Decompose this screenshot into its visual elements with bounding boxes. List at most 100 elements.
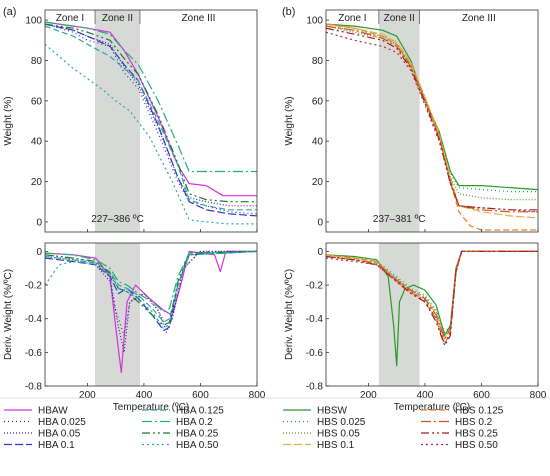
series-line [326,23,538,231]
series-line [326,25,538,213]
band-label: 237–381 ºC [373,214,426,225]
series-group [45,21,257,225]
y-tick-label: 0 [36,247,42,258]
series-line [326,250,538,345]
y-tick-label: -0.6 [25,348,43,359]
series-line [326,23,538,191]
legend-label: HBS 0.05 [317,429,360,440]
plot-frame [325,242,539,387]
x-axis-label: Temperature (ºC) [113,402,189,413]
legend-label: HBA 0.25 [176,429,219,440]
series-line [45,23,257,207]
legend-label: HBS 0.25 [455,429,498,440]
legend-label: HBS 0.1 [317,440,355,451]
y-tick-label: 20 [31,177,43,188]
temperature-band [378,10,420,232]
band-label: 227–386 ºC [91,214,144,225]
zone-label: Zone I [338,13,366,24]
y-tick-label: -0.6 [306,348,324,359]
x-tick-label: 600 [192,390,209,401]
x-tick-label: 400 [417,390,434,401]
legend-label: HBS 0.125 [455,406,504,417]
x-tick-label: 400 [136,390,153,401]
zone-label: Zone II [102,13,133,24]
series-line [45,250,257,323]
series-line [326,250,538,340]
y-tick-label: 60 [312,96,324,107]
series-line [45,21,257,173]
y-axis-label: Deriv. Weight (%/ºC) [284,269,295,360]
y-tick-label: -0.8 [25,382,43,393]
panel-label-a: (a) [3,6,16,18]
panel-label-b: (b) [282,6,295,18]
x-axis-label: Temperature (ºC) [394,402,470,413]
y-tick-label: 20 [312,177,324,188]
y-tick-label: 60 [31,96,43,107]
y-tick-label: 100 [306,16,323,27]
charts-layer: Zone I Zone II Zone III 227–386 ºC 0 20 40 60 80… [3,9,547,413]
y-tick-label: -0.4 [25,314,43,325]
legend-label: HBA 0.025 [38,417,86,428]
x-tick-label: 200 [79,390,96,401]
series-line [45,23,257,215]
series-group [45,250,257,374]
series-line [326,250,538,333]
y-tick-label: 40 [31,137,43,148]
y-tick-label: -0.8 [306,382,324,393]
zone-label: Zone II [384,13,415,24]
series-line [45,250,257,326]
series-line [45,25,257,211]
y-tick-label: 40 [312,137,324,148]
y-axis-label: Weight (%) [3,96,14,145]
zone-label: Zone III [462,13,496,24]
series-line [326,250,538,337]
series-line [45,23,257,217]
series-group [326,23,538,231]
y-tick-label: 100 [25,16,42,27]
series-group [326,250,538,367]
series-line [326,250,538,347]
zone-label: Zone III [182,13,216,24]
zone-label: Zone I [56,13,84,24]
chart-panel-2: -0.8 -0.6 -0.4 -0.2 0 200 400 600 800 Temperature… [3,242,266,413]
series-line [326,31,538,213]
series-line [45,23,257,203]
chart-panel-0: Zone I Zone II Zone III 227–386 ºC 0 20 40 60 80… [3,9,258,233]
x-tick-label: 800 [530,390,547,401]
legend-label: HBS 0.025 [317,417,366,428]
series-line [326,250,538,340]
y-axis-label: Deriv. Weight (%/ºC) [3,269,14,360]
chart-panel-1: Zone I Zone II Zone III 237–381 ºC 0 20 40 60 80… [284,9,539,233]
series-line [326,250,538,345]
legend-label: HBA 0.05 [38,429,81,440]
legend-label: HBA 0.1 [38,440,75,451]
y-tick-label: 0 [317,217,323,228]
y-tick-label: 0 [317,247,323,258]
legend-label: HBA 0.2 [176,417,213,428]
chart-panel-3: -0.8 -0.6 -0.4 -0.2 0 200 400 600 800 Temperature… [284,242,547,413]
series-line [45,250,257,337]
x-tick-label: 200 [360,390,377,401]
series-line [45,250,257,353]
y-tick-label: -0.2 [306,281,324,292]
series-line [45,43,257,225]
y-tick-label: 80 [31,56,43,67]
y-tick-label: -0.2 [25,281,43,292]
series-line [326,25,538,193]
x-tick-label: 600 [473,390,490,401]
plot-frame [44,242,258,387]
y-tick-label: -0.4 [306,314,324,325]
y-tick-label: 80 [312,56,324,67]
legend-label: HBS 0.50 [455,440,498,451]
series-line [45,250,257,332]
plot-frame [44,9,258,233]
series-line [326,23,538,219]
legend-label: HBA 0.125 [176,406,224,417]
x-tick-label: 800 [249,390,266,401]
series-line [326,25,538,201]
series-line [45,250,257,374]
legend-label: HBAW [38,406,68,417]
legend-label: HBA 0.50 [176,440,219,451]
